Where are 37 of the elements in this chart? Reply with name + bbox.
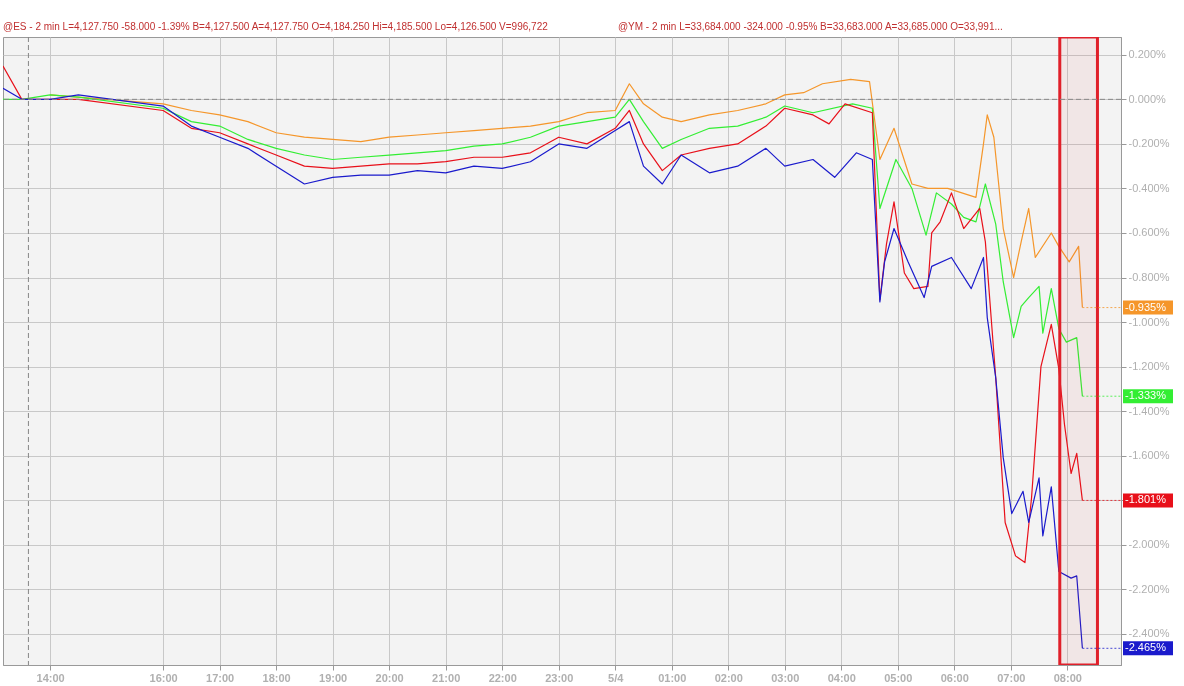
y-tick-label: -2.000% [1128,538,1170,551]
data-label: -1.801% [1125,493,1167,506]
x-tick-label: 03:00 [771,671,800,684]
y-tick-label: -1.600% [1128,449,1170,462]
x-tick-label: 23:00 [545,671,574,684]
x-tick-label: 06:00 [940,671,969,684]
y-tick-label: 0.000% [1128,92,1167,105]
y-tick-label: -0.800% [1128,271,1170,284]
x-tick-label: 22:00 [488,671,517,684]
y-tick-label: 0.200% [1128,48,1167,61]
x-tick-label: 01:00 [658,671,687,684]
x-tick-label: 02:00 [714,671,743,684]
text: @ES - 2 min L=4,127.750 -58.000 -1.39% B=4,127.500 A=4,127.750 O=4,184.250 Hi=4,185.500 Lo=4,126.500 V=996,722 [3,21,549,32]
data-label: -2.465% [1125,641,1167,654]
y-tick-label: -1.000% [1128,315,1170,328]
x-tick-label: 05:00 [884,671,913,684]
y-tick-label: -2.400% [1128,627,1170,640]
x-tick-label: 19:00 [319,671,348,684]
x-tick-label: 20:00 [375,671,404,684]
data-label: -0.935% [1125,300,1167,313]
x-tick-label: 5/4 [608,671,625,684]
y-tick-label: -0.200% [1128,137,1170,150]
data-label: -1.333% [1125,389,1167,402]
x-tick-label: 18:00 [262,671,291,684]
x-tick-label: 16:00 [149,671,178,684]
y-tick-label: -0.600% [1128,226,1170,239]
x-tick-label: 04:00 [827,671,856,684]
text: @YM - 2 min L=33,684.000 -324.000 -0.95% B=33,683.000 A=33,685.000 O=33,991... [617,21,1003,32]
x-tick-label: 21:00 [432,671,461,684]
y-tick-label: -0.400% [1128,181,1170,194]
x-tick-label: 17:00 [206,671,235,684]
x-tick-label: 07:00 [997,671,1026,684]
y-tick-label: -1.400% [1128,404,1170,417]
x-tick-label: 14:00 [36,671,65,684]
y-tick-label: -1.200% [1128,360,1170,373]
y-tick-label: -2.200% [1128,582,1170,595]
x-tick-label: 08:00 [1053,671,1082,684]
